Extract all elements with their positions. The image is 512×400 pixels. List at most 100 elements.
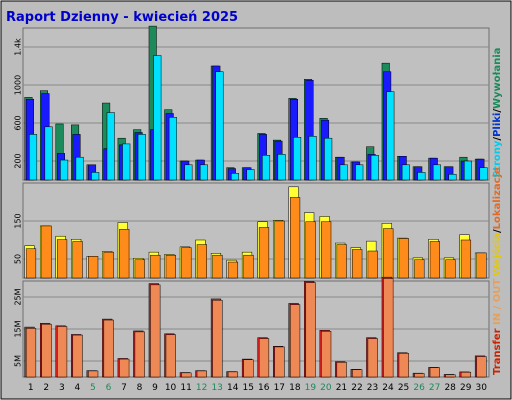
bar-strony (355, 164, 364, 181)
x-tick-label: 3 (59, 383, 65, 393)
bar-strony (184, 164, 193, 181)
bar-strony (463, 160, 473, 181)
y-tick-label: 25M (14, 288, 23, 305)
bar-transfer-1 (460, 371, 472, 378)
x-tick-label: 14 (227, 383, 239, 393)
bar-transfer-1 (445, 374, 456, 378)
y-tick-label: 50 (14, 254, 23, 264)
y-tick-label: 15M (14, 320, 23, 337)
x-tick-label: 12 (196, 383, 207, 393)
bar-strony (479, 167, 488, 181)
panel-middle-background (22, 182, 490, 279)
right-axis-label: Transfer IN / OUT (492, 279, 503, 375)
bar-strony (215, 71, 224, 181)
x-tick-label: 22 (351, 383, 362, 393)
x-tick-label: 27 (429, 383, 440, 393)
x-tick-label: 19 (305, 383, 317, 393)
panel-top-background (22, 27, 490, 181)
bar-transfer-1 (119, 358, 130, 378)
bar-transfer-1 (88, 370, 99, 378)
x-tick-label: 24 (382, 383, 394, 393)
bar-transfer-1 (305, 282, 316, 378)
bar-lokalizacje-1 (258, 227, 270, 279)
bar-strony (324, 137, 333, 181)
bar-lokalizacje-1 (196, 244, 207, 279)
right-axis-label-part: Strony (492, 140, 503, 178)
chart-panels: 20060010001.4kStrony/Pliki/Wywołania5015… (14, 25, 503, 378)
bar-transfer-1 (150, 284, 161, 378)
bar-strony (137, 134, 146, 181)
x-tick-label: 17 (274, 383, 285, 393)
bar-transfer-1 (367, 338, 378, 378)
panel-middle: 50 150 Wejścia/Lokalizacje (14, 167, 503, 279)
bar-lokalizacje-1 (212, 254, 223, 279)
bar-lokalizacje-1 (72, 241, 83, 279)
bar-lokalizacje-1 (429, 241, 440, 279)
bar-lokalizacje-1 (460, 239, 472, 279)
chart-title: Raport Dzienny - kwiecień 2025 (6, 10, 238, 25)
bar-strony (293, 137, 302, 181)
right-axis-label-part: / (492, 109, 503, 113)
right-axis-label-part: Wejścia (491, 233, 503, 276)
x-tick-label: 26 (413, 383, 425, 393)
bar-strony (432, 164, 441, 181)
bar-transfer-1 (227, 371, 239, 378)
right-axis-label-part: / (492, 137, 503, 141)
bar-transfer-1 (196, 370, 207, 378)
x-tick-label: 25 (398, 383, 409, 393)
bar-strony (262, 155, 271, 181)
bar-lokalizacje-1 (321, 221, 332, 279)
bar-transfer-1 (165, 334, 176, 378)
bar-strony (370, 155, 379, 181)
x-tick-label: 23 (367, 383, 378, 393)
bar-transfer-1 (383, 278, 394, 378)
x-tick-label: 7 (121, 383, 127, 393)
x-tick-label: 10 (165, 383, 177, 393)
bar-lokalizacje-1 (305, 221, 316, 279)
bar-lokalizacje-1 (41, 225, 52, 279)
bar-transfer-1 (212, 299, 223, 378)
bar-strony (106, 112, 115, 181)
bar-strony (246, 169, 255, 181)
bar-lokalizacje-1 (352, 249, 363, 279)
bar-strony (91, 172, 100, 181)
bar-strony (277, 154, 286, 181)
bar-transfer-1 (321, 330, 332, 378)
bar-strony (75, 156, 84, 181)
bar-strony (308, 136, 317, 181)
y-tick-label: 600 (14, 115, 23, 130)
bar-strony (122, 143, 131, 181)
bar-lokalizacje-1 (243, 254, 254, 279)
bar-lokalizacje-1 (274, 220, 285, 279)
panel-bottom: 5M 15M 25M Transfer IN / OUT (14, 276, 503, 378)
bar-lokalizacje-1 (476, 252, 487, 279)
x-axis-labels: 1 2 3 4 5 6 7 8 9 10 11 12 13 14 15 16 17 18 19 20 21 22 23 24 2… (28, 383, 487, 393)
bar-strony (168, 117, 177, 181)
bar-strony (60, 159, 69, 181)
y-tick-label: 1000 (14, 75, 23, 95)
bar-transfer-1 (398, 353, 409, 378)
bar-strony (153, 55, 162, 181)
x-tick-label: 18 (289, 383, 301, 393)
x-tick-label: 29 (460, 383, 472, 393)
bar-transfer-1 (25, 328, 37, 378)
right-axis-label: Strony/Pliki/Wywołania (492, 48, 503, 178)
x-tick-label: 9 (152, 383, 158, 393)
bar-lokalizacje-1 (398, 238, 409, 279)
bar-lokalizacje-1 (103, 251, 114, 279)
bar-transfer-1 (476, 356, 487, 378)
bar-transfer-1 (72, 334, 83, 378)
bar-transfer-1 (103, 319, 114, 378)
bar-transfer-1 (56, 326, 68, 378)
right-axis-label-part: Lokalizacje (492, 167, 503, 229)
bar-strony (417, 172, 426, 181)
bar-transfer-1 (429, 367, 440, 378)
bar-lokalizacje-1 (289, 197, 301, 279)
bar-transfer-1 (352, 369, 363, 378)
bar-strony (448, 174, 457, 181)
x-tick-label: 21 (336, 383, 347, 393)
bar-strony (386, 91, 395, 181)
x-tick-label: 30 (476, 383, 488, 393)
bar-strony (401, 164, 410, 181)
